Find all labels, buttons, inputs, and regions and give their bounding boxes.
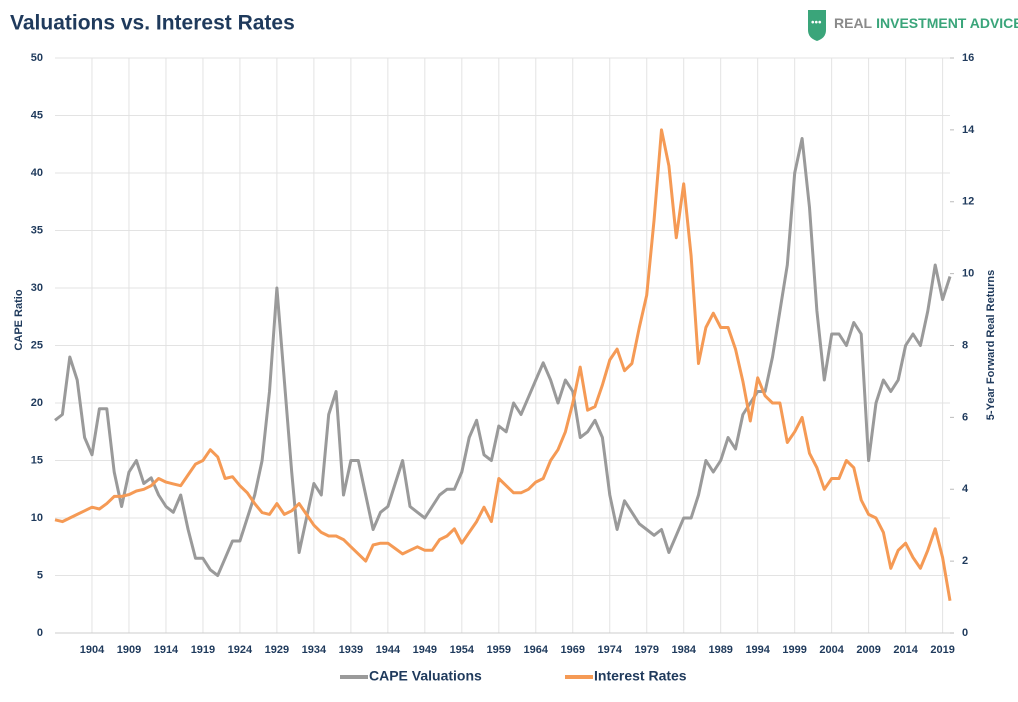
y-tick-label: 30 — [31, 282, 43, 294]
series-line — [54, 128, 952, 601]
y2-tick-label: 6 — [962, 411, 968, 423]
y2-tick-label: 4 — [962, 483, 969, 495]
x-tick-label: 1984 — [671, 644, 696, 656]
y-axis-label: CAPE Ratio — [13, 289, 25, 350]
x-tick-label: 2019 — [930, 644, 954, 656]
x-tick-label: 1994 — [745, 644, 770, 656]
y2-tick-label: 8 — [962, 339, 968, 351]
y-tick-label: 50 — [31, 52, 43, 64]
y-tick-label: 5 — [37, 569, 43, 581]
y2-tick-label: 0 — [962, 627, 968, 639]
x-tick-label: 1929 — [265, 644, 289, 656]
y-tick-label: 15 — [31, 454, 43, 466]
x-tick-label: 1959 — [487, 644, 511, 656]
y-tick-label: 0 — [37, 627, 43, 639]
y-tick-label: 40 — [31, 167, 43, 179]
chart-title: Valuations vs. Interest Rates — [10, 12, 295, 35]
logo: ••• REAL INVESTMENT ADVICE — [808, 10, 1018, 41]
y-tick-label: 25 — [31, 339, 43, 351]
x-tick-label: 2014 — [893, 644, 918, 656]
y2-tick-label: 12 — [962, 196, 974, 208]
x-tick-label: 1989 — [708, 644, 732, 656]
x-tick-label: 1934 — [302, 644, 327, 656]
y2-tick-label: 10 — [962, 268, 974, 280]
y2-tick-label: 14 — [962, 124, 975, 136]
y2-tick-label: 2 — [962, 555, 968, 567]
x-tick-label: 1924 — [228, 644, 253, 656]
y-tick-label: 45 — [31, 109, 43, 121]
x-tick-label: 1944 — [376, 644, 401, 656]
brand: REAL INVESTMENT ADVICE — [834, 15, 1018, 31]
y-tick-label: 35 — [31, 224, 43, 236]
y2-tick-label: 16 — [962, 52, 974, 64]
y2-axis-label: 5-Year Forward Real Returns — [985, 270, 997, 420]
logo-dots: ••• — [811, 18, 822, 29]
x-tick-label: 1939 — [339, 644, 363, 656]
logo-shield — [808, 10, 826, 41]
x-tick-label: 1999 — [782, 644, 806, 656]
legend-label: Interest Rates — [594, 668, 687, 684]
x-tick-label: 1914 — [154, 644, 179, 656]
x-tick-label: 1954 — [450, 644, 475, 656]
x-tick-label: 1969 — [561, 644, 585, 656]
x-tick-label: 2009 — [856, 644, 880, 656]
x-tick-label: 2004 — [819, 644, 844, 656]
x-tick-label: 1979 — [634, 644, 658, 656]
x-tick-label: 1949 — [413, 644, 437, 656]
brand-word: INVESTMENT ADVICE — [876, 15, 1018, 31]
y-tick-label: 20 — [31, 397, 43, 409]
y-tick-label: 10 — [31, 512, 43, 524]
x-tick-label: 1909 — [117, 644, 141, 656]
series-line — [54, 137, 952, 577]
legend-label: CAPE Valuations — [369, 668, 482, 684]
x-tick-label: 1964 — [524, 644, 549, 656]
x-tick-label: 1919 — [191, 644, 215, 656]
grid — [55, 57, 950, 634]
x-tick-label: 1974 — [598, 644, 623, 656]
brand-word: REAL — [834, 15, 873, 31]
x-tick-label: 1904 — [80, 644, 105, 656]
